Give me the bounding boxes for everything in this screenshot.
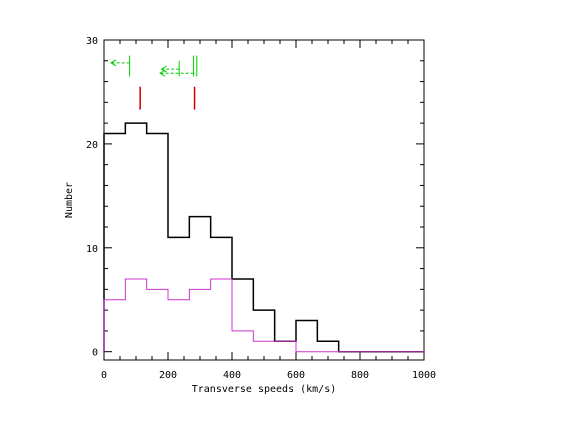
tick-marks [103, 39, 425, 360]
green-limit-arrow-head [160, 65, 167, 73]
y-tick-label: 30 [86, 36, 98, 47]
x-tick-label: 1000 [412, 370, 436, 381]
y-tick-label: 10 [86, 244, 98, 255]
green-limit-arrow-head [110, 59, 117, 67]
series-black-step [103, 122, 424, 353]
plot-frame [103, 39, 425, 361]
x-tick-labels: 0 200 400 600 800 1000 [101, 370, 436, 381]
y-axis-label: Number [64, 182, 75, 218]
histogram-series [103, 122, 424, 353]
x-tick-label: 0 [101, 370, 107, 381]
green-limit-arrow-head [159, 69, 166, 77]
x-tick-label: 600 [287, 370, 305, 381]
x-tick-label: 800 [351, 370, 369, 381]
x-tick-label: 200 [159, 370, 177, 381]
y-tick-label: 0 [92, 348, 98, 359]
speed-markers [110, 55, 198, 110]
x-axis-label: Transverse speeds (km/s) [192, 384, 337, 395]
series-magenta-step [103, 278, 424, 353]
y-tick-label: 20 [86, 140, 98, 151]
plot-border [103, 39, 425, 361]
x-tick-label: 400 [223, 370, 241, 381]
y-tick-labels: 0 10 20 30 [86, 36, 98, 359]
